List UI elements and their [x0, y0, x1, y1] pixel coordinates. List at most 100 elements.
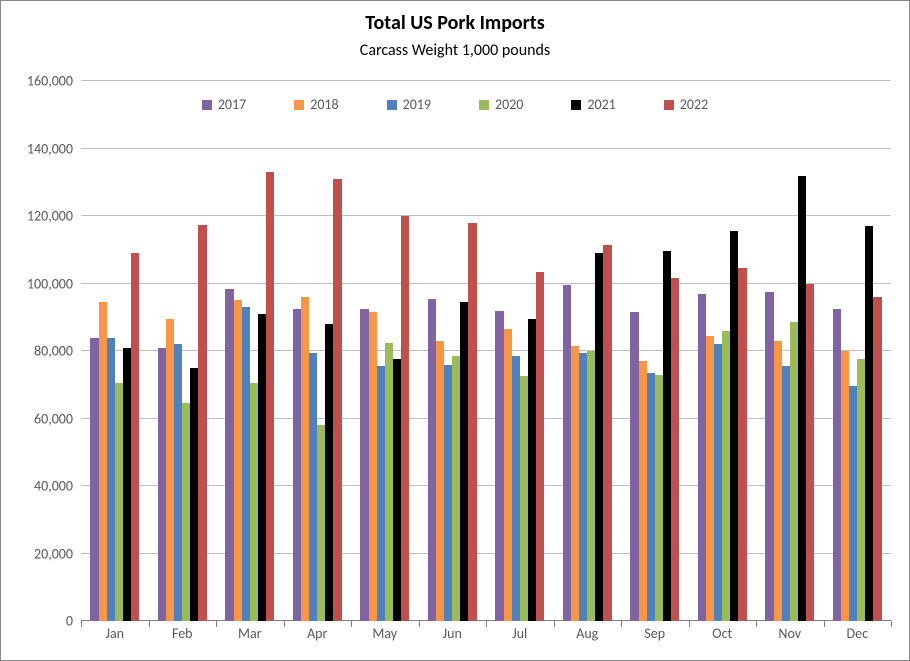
bar-2019-Feb	[174, 344, 182, 621]
bar-2017-Jun	[428, 299, 436, 621]
bar-2019-Jan	[107, 338, 115, 622]
gridline	[81, 215, 891, 216]
x-axis-label: Mar	[238, 625, 262, 642]
y-axis-label: 100,000	[3, 275, 73, 292]
gridline	[81, 80, 891, 81]
x-tick	[284, 621, 285, 627]
bar-2019-May	[377, 366, 385, 621]
y-axis-label: 20,000	[3, 545, 73, 562]
bar-2021-Jul	[528, 319, 536, 621]
bar-2021-Apr	[325, 324, 333, 621]
bar-2018-May	[369, 312, 377, 621]
x-tick	[419, 621, 420, 627]
x-axis-label: Nov	[778, 625, 801, 642]
bar-2019-Oct	[714, 344, 722, 621]
x-axis-label: Jul	[512, 625, 527, 642]
bar-2022-Jul	[536, 272, 544, 621]
bar-2020-Mar	[250, 383, 258, 621]
x-tick	[81, 621, 82, 627]
bar-2019-Apr	[309, 353, 317, 621]
bar-2022-Jun	[468, 223, 476, 621]
bar-2022-Feb	[198, 225, 206, 621]
y-axis-label: 80,000	[3, 343, 73, 360]
bar-2019-Jun	[444, 365, 452, 622]
x-tick	[351, 621, 352, 627]
bar-2021-Dec	[865, 226, 873, 621]
bar-2018-Jan	[99, 302, 107, 621]
bar-2017-Apr	[293, 309, 301, 621]
x-tick	[689, 621, 690, 627]
bar-2017-Oct	[698, 294, 706, 621]
bar-2019-Aug	[579, 353, 587, 621]
bar-2020-Jul	[520, 376, 528, 621]
bar-2020-May	[385, 343, 393, 621]
bar-2018-Sep	[639, 361, 647, 621]
chart-subtitle: Carcass Weight 1,000 pounds	[1, 41, 909, 60]
bar-2022-Nov	[806, 284, 814, 622]
x-axis-label: Oct	[712, 625, 732, 642]
bar-2020-Apr	[317, 425, 325, 621]
bar-2021-Jun	[460, 302, 468, 621]
bar-2020-Jan	[115, 383, 123, 621]
y-axis-label: 120,000	[3, 208, 73, 225]
x-axis-label: Dec	[847, 625, 869, 642]
x-tick	[554, 621, 555, 627]
bar-2017-Jan	[90, 338, 98, 622]
bar-2018-Dec	[841, 351, 849, 621]
bar-2020-Feb	[182, 403, 190, 621]
x-tick	[486, 621, 487, 627]
bar-2019-Dec	[849, 386, 857, 621]
bar-2018-Jun	[436, 341, 444, 621]
bar-2017-May	[360, 309, 368, 621]
bar-2019-Sep	[647, 373, 655, 621]
bar-2021-Oct	[730, 231, 738, 621]
bar-2022-Dec	[873, 297, 881, 621]
x-tick	[824, 621, 825, 627]
x-tick	[621, 621, 622, 627]
x-axis-label: Sep	[644, 625, 665, 642]
bar-2018-Oct	[706, 336, 714, 621]
bar-2021-Sep	[663, 251, 671, 621]
bar-2022-Sep	[671, 278, 679, 621]
bar-2018-Feb	[166, 319, 174, 621]
bar-2018-Aug	[571, 346, 579, 621]
bar-2018-Jul	[504, 329, 512, 621]
y-axis-label: 160,000	[3, 73, 73, 90]
bar-2022-Jan	[131, 253, 139, 621]
bar-2020-Oct	[722, 331, 730, 621]
bar-2017-Aug	[563, 285, 571, 621]
bar-2020-Sep	[655, 375, 663, 621]
bar-2020-Dec	[857, 359, 865, 621]
x-axis-label: Jan	[105, 625, 124, 642]
x-tick	[149, 621, 150, 627]
gridline	[81, 148, 891, 149]
bar-2017-Dec	[833, 309, 841, 621]
bar-2019-Nov	[782, 366, 790, 621]
y-axis-label: 140,000	[3, 140, 73, 157]
x-axis-label: Jun	[443, 625, 462, 642]
bar-2019-Jul	[512, 356, 520, 621]
bar-2019-Mar	[242, 307, 250, 621]
bar-2017-Mar	[225, 289, 233, 621]
bar-2017-Nov	[765, 292, 773, 621]
bar-2021-May	[393, 359, 401, 621]
bar-2017-Jul	[495, 311, 503, 622]
x-tick	[756, 621, 757, 627]
plot-area	[81, 81, 891, 621]
bar-2018-Apr	[301, 297, 309, 621]
x-axis-label: Apr	[307, 625, 327, 642]
bar-2018-Mar	[234, 300, 242, 621]
bar-2020-Nov	[790, 322, 798, 621]
chart-title: Total US Pork Imports	[1, 11, 909, 35]
y-axis-label: 60,000	[3, 410, 73, 427]
bar-2017-Sep	[630, 312, 638, 621]
bar-2020-Jun	[452, 356, 460, 621]
bar-2022-Mar	[266, 172, 274, 621]
chart-container: Total US Pork Imports Carcass Weight 1,0…	[0, 0, 910, 661]
y-axis-label: 0	[3, 613, 73, 630]
x-tick	[891, 621, 892, 627]
x-axis-label: Aug	[576, 625, 598, 642]
bar-2021-Feb	[190, 368, 198, 621]
x-axis-label: May	[372, 625, 397, 642]
bar-2021-Nov	[798, 176, 806, 622]
